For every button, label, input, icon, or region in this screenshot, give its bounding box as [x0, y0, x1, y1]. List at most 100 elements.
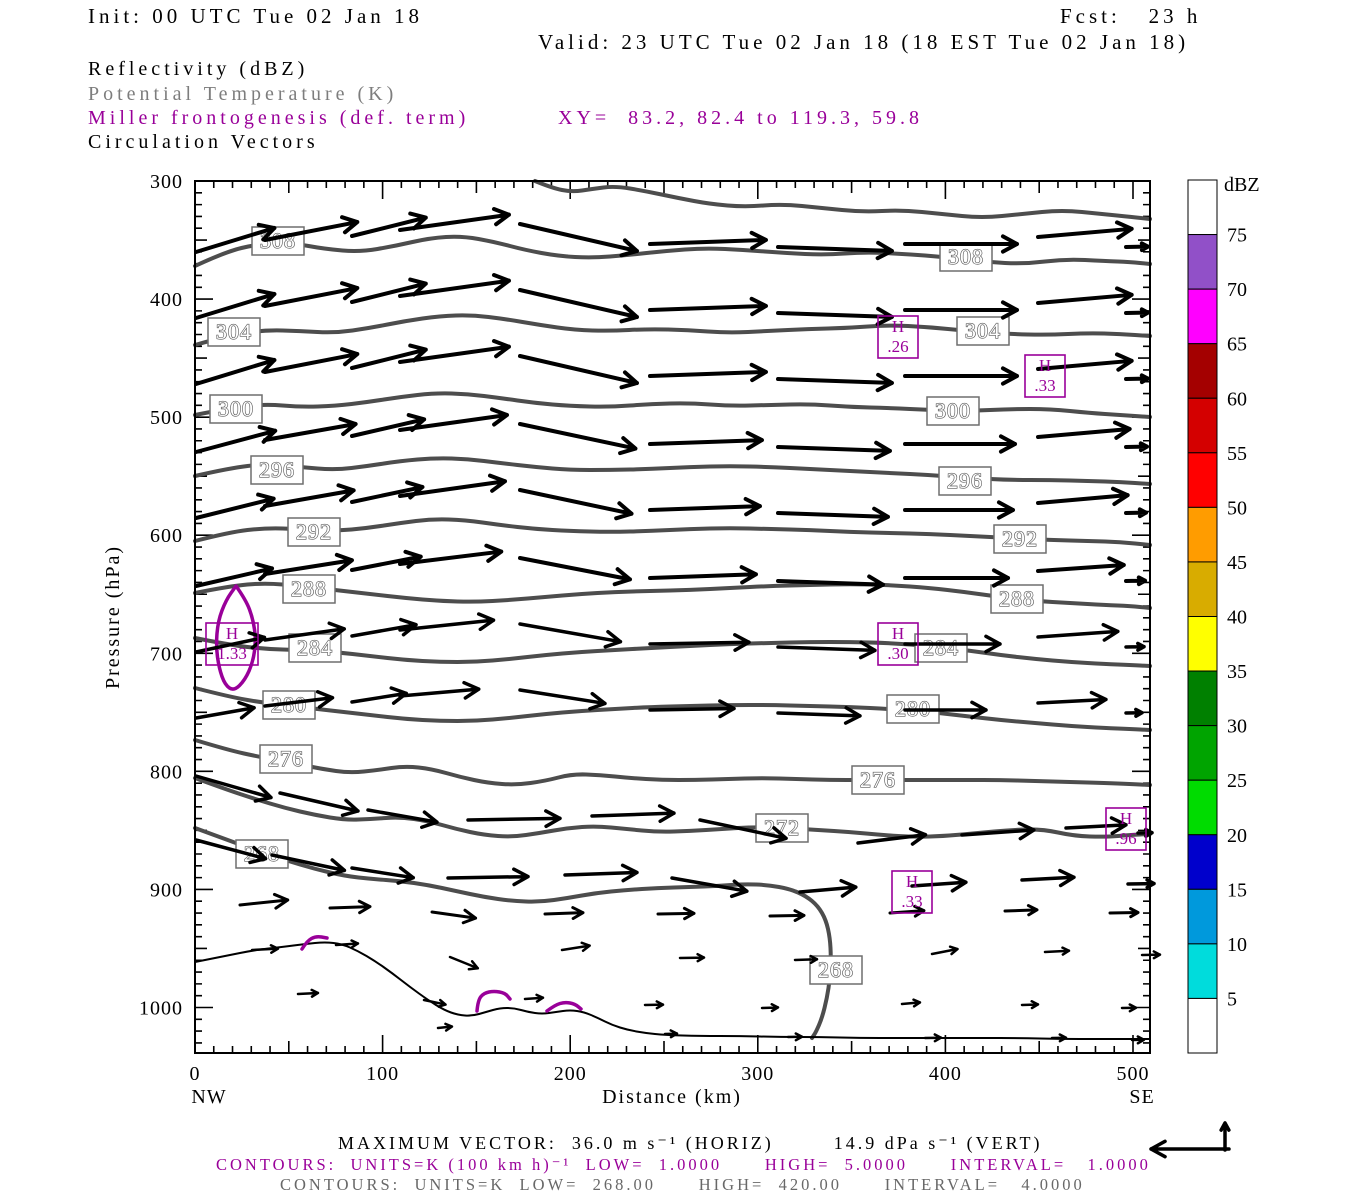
circulation-vector-arrow — [648, 699, 736, 719]
circulation-vector-arrow — [793, 954, 819, 965]
circulation-vector-arrow — [1036, 286, 1134, 306]
colorbar-tick-label: 30 — [1227, 716, 1247, 738]
x-axis-tick-label: 0 — [190, 1063, 201, 1085]
circulation-vector-arrow — [1036, 352, 1134, 372]
circulation-vector-arrow — [518, 556, 632, 587]
frontogenesis-max-value: .33 — [1034, 376, 1055, 395]
circulation-vector-arrow — [776, 372, 894, 393]
frontogenesis-max-box — [205, 622, 259, 666]
circulation-vector-arrow — [903, 366, 1019, 386]
theta-contour-268 — [193, 826, 833, 1040]
frontogenesis-max-letter: H — [1039, 356, 1051, 375]
circulation-vector-arrow — [422, 998, 447, 1008]
circulation-vector-arrow — [663, 1029, 679, 1039]
y-axis-tick-label: 700 — [150, 643, 183, 665]
circulation-vector-arrow — [350, 277, 428, 304]
theta-contour-label: 292 — [1002, 526, 1038, 551]
circulation-vector-arrow — [350, 866, 415, 885]
circulation-vector-arrow — [398, 207, 511, 232]
circulation-vector-arrow — [590, 804, 676, 824]
frontogenesis-max-letter: H — [892, 317, 904, 336]
theta-contour-label-box — [809, 955, 863, 985]
theta-contour-label-box — [209, 394, 263, 424]
circulation-vector-arrow — [194, 288, 277, 320]
colorbar-segment — [1187, 397, 1218, 454]
colorbar-tick-label: 35 — [1227, 661, 1247, 683]
circulation-vector-arrow — [648, 230, 768, 251]
theta-contour-label: 296 — [947, 468, 983, 493]
frontogenesis-max-letter: H — [892, 624, 904, 643]
colorbar-segment — [1187, 943, 1218, 999]
y-axis-tick-label: 1000 — [139, 997, 183, 1019]
circulation-vector-arrow — [1124, 307, 1150, 319]
colorbar-title: dBZ — [1224, 174, 1260, 196]
circulation-vector-arrow — [776, 640, 877, 660]
frontogenesis-contour — [545, 1000, 583, 1013]
field-reflectivity-label: Reflectivity (dBZ) — [88, 58, 309, 80]
theta-contour-label: 284 — [923, 635, 959, 660]
x-axis-tick-label: 200 — [554, 1063, 587, 1085]
circulation-vector-arrow — [194, 492, 276, 520]
colorbar-tick-label: 75 — [1227, 225, 1247, 247]
circulation-vector-arrow — [856, 827, 928, 846]
frontogenesis-contour — [214, 584, 257, 691]
theta-contour-label-box — [993, 524, 1047, 554]
circulation-vector-arrow — [1124, 641, 1146, 652]
theta-contour-308 — [193, 234, 1152, 268]
colorbar-tick-label: 70 — [1227, 279, 1247, 301]
circulation-vector-arrow — [518, 688, 607, 711]
circulation-vector-arrow — [903, 634, 1002, 654]
circulation-vector-arrow — [1036, 622, 1120, 642]
circulation-vector-arrow — [776, 306, 894, 327]
reference-vector-horiz — [1149, 1139, 1231, 1159]
colorbar-segment — [1187, 234, 1218, 290]
circulation-vector-arrow — [1108, 907, 1140, 919]
circulation-vector-arrow — [563, 863, 639, 883]
circulation-vector-arrow — [903, 568, 1010, 588]
circulation-vector-arrow — [1124, 707, 1144, 718]
circulation-vector-arrow — [903, 234, 1019, 254]
circulation-vector-arrow — [776, 506, 890, 527]
theta-contour-label: 280 — [271, 692, 307, 717]
theta-contour-label: 284 — [297, 635, 333, 660]
frontogenesis-contour — [475, 989, 512, 1013]
circulation-vector-arrow — [776, 440, 892, 461]
circulation-vector-arrow — [776, 705, 862, 725]
circulation-vector-arrow — [1036, 486, 1130, 507]
colorbar-segment — [1187, 997, 1218, 1054]
x-axis-title: Distance (km) — [602, 1086, 742, 1108]
theta-contour-label: 276 — [268, 746, 304, 771]
colorbar-tick-label: 20 — [1227, 825, 1247, 847]
circulation-vector-arrow — [1120, 1003, 1138, 1013]
theta-contour-label: 300 — [935, 398, 971, 423]
circulation-vector-arrow — [350, 480, 425, 504]
cross-section-endpoints-label: XY= 83.2, 82.4 to 119.3, 59.8 — [558, 107, 923, 129]
colorbar-segment — [1187, 561, 1218, 617]
circulation-vector-arrow — [1130, 1035, 1146, 1045]
circulation-vector-arrow — [398, 473, 507, 498]
circulation-vector-arrow — [398, 680, 481, 700]
frontogenesis-max-box — [1105, 807, 1147, 851]
circulation-vector-arrow — [543, 906, 585, 920]
theta-contour-276 — [193, 738, 1152, 787]
circulation-vector-arrow — [1124, 441, 1149, 453]
frontogenesis-max-value: .30 — [887, 644, 908, 663]
circulation-vector-arrow — [903, 700, 988, 720]
circulation-vector-arrow — [760, 1003, 780, 1013]
theta-contour-label: 304 — [965, 318, 1001, 343]
theta-contour-292 — [193, 517, 1152, 547]
circulation-vector-arrow — [448, 955, 480, 971]
circulation-vector-arrow — [1020, 1000, 1040, 1010]
circulation-vector-arrow — [194, 838, 268, 865]
circulation-vector-arrow — [648, 633, 751, 652]
colorbar-tick-label: 10 — [1227, 934, 1247, 956]
circulation-vector-arrow — [398, 612, 496, 632]
theta-contour-label: 268 — [818, 957, 854, 982]
circulation-vector-arrow — [960, 821, 1036, 841]
circulation-vector-arrow — [263, 621, 346, 642]
circulation-vector-arrow — [923, 1033, 943, 1043]
frontogenesis-max-value: .26 — [887, 337, 908, 356]
colorbar-tick-label: 65 — [1227, 334, 1247, 356]
circulation-vector-arrow — [366, 808, 439, 830]
